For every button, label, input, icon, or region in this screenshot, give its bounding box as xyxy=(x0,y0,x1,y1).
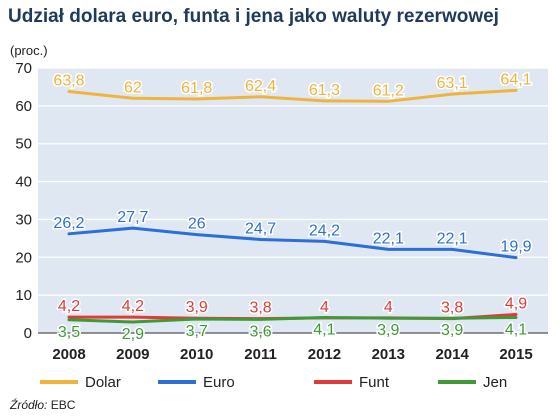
y-tick-label: 30 xyxy=(15,211,32,228)
legend: Dolar Euro Funt Jen xyxy=(40,374,507,391)
legend-label-dolar: Dolar xyxy=(85,374,121,391)
x-tick-label: 2009 xyxy=(116,346,149,363)
data-label-euro: 22,1 xyxy=(437,230,468,247)
data-label-jen: 3,7 xyxy=(186,323,208,340)
data-label-jen: 4,1 xyxy=(313,321,335,338)
data-label-funt: 3,8 xyxy=(441,300,463,317)
source-name: EBC xyxy=(50,398,76,412)
data-label-dolar: 63,1 xyxy=(437,75,468,92)
x-tick-label: 2013 xyxy=(372,346,405,363)
series-line-dolar xyxy=(67,88,518,103)
series-line-jen xyxy=(67,315,518,324)
legend-label-euro: Euro xyxy=(203,374,235,391)
data-label-euro: 26 xyxy=(188,216,206,233)
data-label-funt: 3,9 xyxy=(186,299,208,316)
x-tick-label: 2011 xyxy=(244,346,277,363)
data-label-jen: 3,5 xyxy=(58,324,80,341)
data-label-euro: 22,1 xyxy=(373,230,404,247)
data-label-funt: 4 xyxy=(384,299,393,316)
source-prefix: Źródło: xyxy=(10,398,48,412)
x-axis-ticks: 2008 2009 2010 2011 2012 2013 2014 2015 xyxy=(52,346,532,363)
data-label-funt: 4 xyxy=(320,299,329,316)
x-tick-label: 2014 xyxy=(435,346,469,363)
x-tick-label: 2015 xyxy=(499,346,532,363)
y-tick-label: 10 xyxy=(15,287,32,304)
data-label-dolar: 61,2 xyxy=(373,82,404,99)
data-label-jen: 2,9 xyxy=(122,326,144,343)
gridlines xyxy=(38,67,548,334)
data-label-euro: 19,9 xyxy=(500,239,531,256)
series-lines xyxy=(67,88,518,324)
data-label-euro: 24,7 xyxy=(245,220,276,237)
y-axis-unit-label: (proc.) xyxy=(10,43,48,58)
y-tick-label: 70 xyxy=(15,60,32,77)
y-tick-label: 40 xyxy=(15,174,32,191)
data-label-funt: 4,9 xyxy=(505,295,527,312)
data-label-jen: 4,1 xyxy=(505,321,527,338)
data-labels: 63,8 62 61,8 62,4 61,3 61,2 63,1 64,1 26,2 27,7 26… xyxy=(52,70,533,345)
y-axis-ticks: 0 10 20 30 40 50 60 70 xyxy=(15,60,32,342)
x-tick-label: 2012 xyxy=(308,346,341,363)
data-label-euro: 24,2 xyxy=(309,222,340,239)
data-label-dolar: 64,1 xyxy=(500,71,531,88)
data-label-funt: 3,8 xyxy=(249,300,271,317)
chart-title: Udział dolara euro, funta i jena jako wa… xyxy=(8,6,499,27)
data-label-dolar: 61,3 xyxy=(309,82,340,99)
y-tick-label: 20 xyxy=(15,249,32,266)
y-tick-label: 0 xyxy=(24,325,32,342)
data-label-dolar: 61,8 xyxy=(181,80,212,97)
data-label-euro: 26,2 xyxy=(53,215,84,232)
data-label-euro: 27,7 xyxy=(117,209,148,226)
y-tick-label: 50 xyxy=(15,136,32,153)
data-label-jen: 3,9 xyxy=(441,322,463,339)
data-label-funt: 4,2 xyxy=(122,298,144,315)
data-label-dolar: 63,8 xyxy=(53,72,84,89)
source-note: Źródło: EBC xyxy=(10,398,75,412)
data-label-jen: 3,9 xyxy=(377,322,399,339)
series-line-euro xyxy=(67,226,518,260)
x-tick-label: 2010 xyxy=(180,346,213,363)
data-label-funt: 4,2 xyxy=(58,298,80,315)
y-tick-label: 60 xyxy=(15,98,32,115)
legend-label-jen: Jen xyxy=(483,374,507,391)
data-label-jen: 3,6 xyxy=(249,323,271,340)
data-label-dolar: 62,4 xyxy=(245,78,276,95)
legend-label-funt: Funt xyxy=(359,374,390,391)
data-label-dolar: 62 xyxy=(124,79,142,96)
x-tick-label: 2008 xyxy=(52,346,85,363)
plot-background xyxy=(38,68,548,333)
